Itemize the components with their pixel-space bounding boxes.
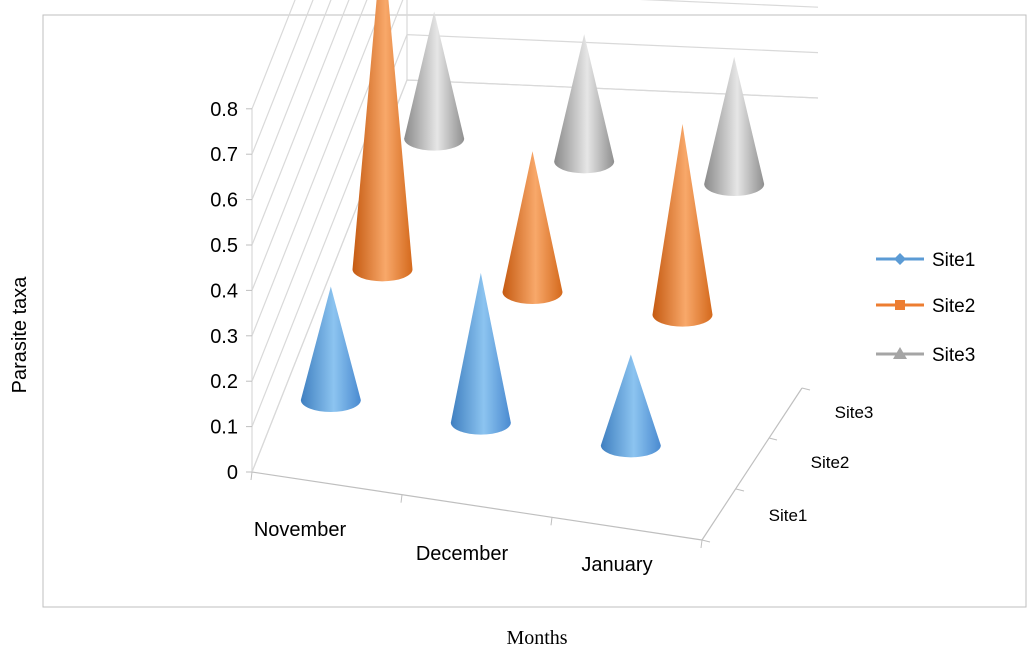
y-tick-label: 0.6 <box>210 190 238 212</box>
x-tick-label: November <box>254 519 347 541</box>
x-tick-mark <box>400 494 403 503</box>
cone-body <box>450 272 511 435</box>
depth-axis-line <box>701 387 803 541</box>
y-tick-label: 0 <box>227 462 238 484</box>
depth-tick-mark <box>701 539 711 543</box>
depth-tick-mark <box>801 387 811 391</box>
depth-tick-label: Site1 <box>769 506 808 525</box>
cone-body <box>502 151 563 304</box>
legend-label: Site1 <box>932 250 975 271</box>
x-tick-label: December <box>416 543 509 565</box>
y-tick-label: 0.3 <box>210 326 238 348</box>
x-tick-mark <box>700 539 703 549</box>
legend-label: Site2 <box>932 296 975 317</box>
gridline <box>251 0 819 382</box>
depth-tick-mark <box>768 437 778 441</box>
legend-diamond-marker <box>894 253 906 265</box>
y-tick-label: 0.1 <box>210 417 238 439</box>
cone-site2-december <box>502 151 563 304</box>
cone-site3-november <box>404 11 465 151</box>
gridline <box>251 0 332 200</box>
cone-site3-january <box>704 56 765 196</box>
gridline <box>251 0 350 246</box>
cone-body <box>352 0 413 282</box>
y-tick-label: 0.2 <box>210 371 238 393</box>
depth-axis-ticks: Site1 Site2 Site3 <box>701 387 874 543</box>
x-axis-line <box>251 471 703 541</box>
axes <box>251 0 819 541</box>
y-tick-label: 0.7 <box>210 144 238 166</box>
x-tick-mark <box>250 471 253 481</box>
chart-frame <box>42 14 1027 608</box>
cone-body <box>404 11 465 151</box>
legend-triangle-marker <box>893 347 907 359</box>
gridline <box>251 0 368 291</box>
y-tick-label: 0.8 <box>210 99 238 121</box>
cone-site1-december <box>450 272 511 435</box>
cone-body <box>704 56 765 196</box>
cone-site1-november <box>300 286 361 413</box>
cone-body <box>300 286 361 413</box>
cone-site3-december <box>554 34 615 174</box>
cones <box>300 0 765 458</box>
legend-label: Site3 <box>932 345 975 366</box>
depth-tick-label: Site3 <box>835 403 874 422</box>
depth-tick-mark <box>735 488 745 492</box>
x-axis-ticks: November December January <box>250 471 703 576</box>
x-axis-title: Months <box>506 627 567 649</box>
y-tick-label: 0.4 <box>210 280 238 302</box>
cone-site2-november <box>352 0 413 282</box>
x-tick-label: January <box>581 554 652 576</box>
depth-tick-label: Site2 <box>811 453 850 472</box>
cone-site1-january <box>600 354 661 458</box>
cone-body <box>652 123 713 327</box>
gridline <box>251 0 314 155</box>
gridline <box>251 0 386 337</box>
y-axis-ticks: 0 0.1 0.2 0.3 0.4 0.5 0.6 0.7 0.8 <box>210 99 252 484</box>
legend-square-marker <box>895 300 905 310</box>
legend: Site1 Site2 Site3 <box>876 250 975 366</box>
cone-body <box>554 34 615 174</box>
x-tick-mark <box>550 517 553 526</box>
cone-body <box>600 354 661 458</box>
floor-back-edge <box>251 79 819 473</box>
cone-site2-january <box>652 123 713 327</box>
y-axis-title: Parasite taxa <box>9 276 31 394</box>
y-tick-label: 0.5 <box>210 235 238 257</box>
